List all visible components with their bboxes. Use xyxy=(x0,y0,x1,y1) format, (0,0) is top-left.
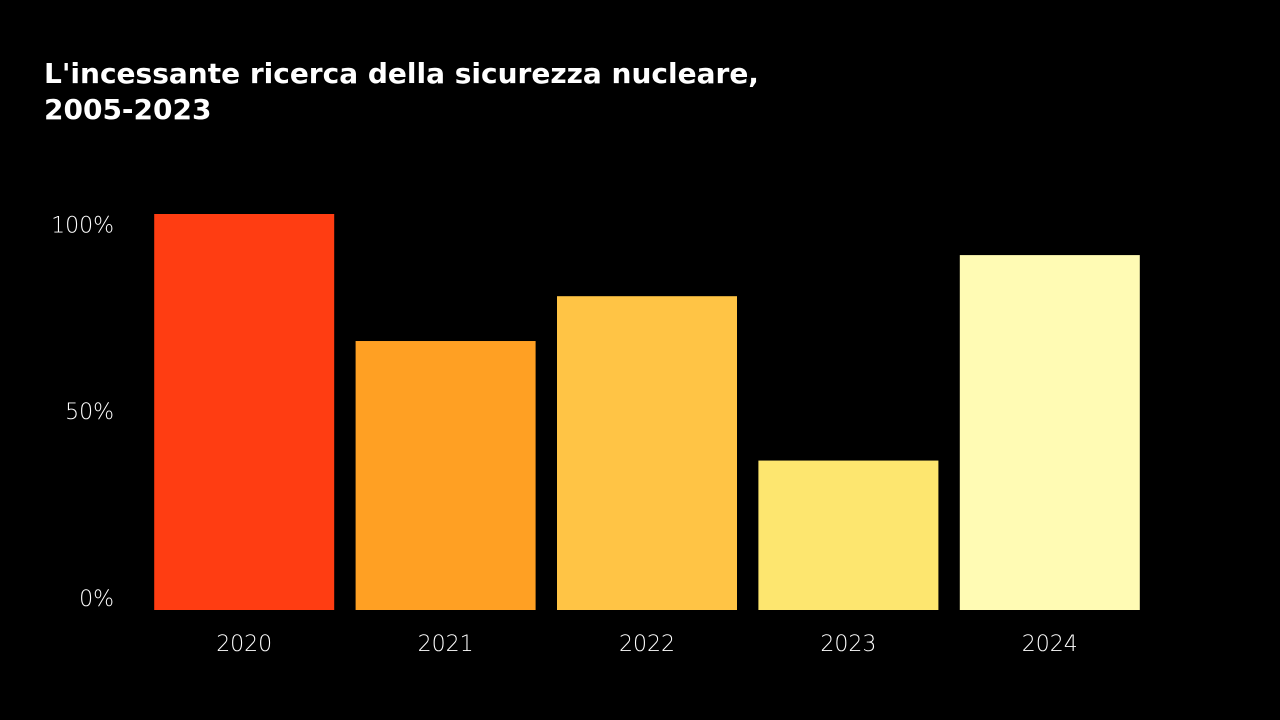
bar xyxy=(154,214,335,610)
bar xyxy=(557,296,737,610)
chart-title: L'incessante ricerca della sicurezza nuc… xyxy=(44,57,759,90)
x-tick-label: 2020 xyxy=(216,632,272,657)
x-tick-label: 2022 xyxy=(619,632,675,657)
y-tick-label: 100% xyxy=(51,213,114,238)
x-tick-label: 2024 xyxy=(1022,632,1078,657)
bar xyxy=(758,460,939,610)
chart-title: 2005-2023 xyxy=(44,93,211,126)
x-tick-label: 2023 xyxy=(820,632,876,657)
y-tick-label: 0% xyxy=(79,587,114,612)
y-tick-label: 50% xyxy=(65,400,114,425)
bar xyxy=(355,341,536,610)
bar xyxy=(959,255,1140,610)
x-tick-label: 2021 xyxy=(418,632,474,657)
